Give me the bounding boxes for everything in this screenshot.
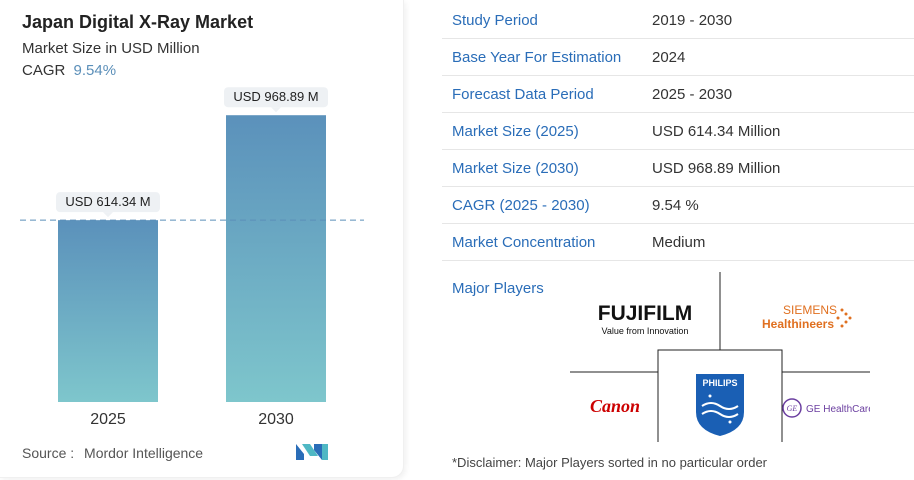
fujifilm-logo: FUJIFILM Value from Innovation (598, 302, 693, 336)
category-label: 2025 (90, 411, 126, 428)
cagr-line: CAGR 9.54% (22, 62, 116, 79)
philips-name: PHILIPS (702, 378, 737, 388)
siemens-name: SIEMENS (783, 303, 837, 317)
ge-monogram-icon (782, 398, 802, 418)
cagr-label: CAGR (22, 62, 66, 79)
chart-title: Japan Digital X-Ray Market (22, 12, 254, 32)
info-label: CAGR (2025 - 2030) (452, 196, 590, 214)
info-label: Market Size (2030) (452, 159, 579, 177)
chart-subtitle: Market Size in USD Million (22, 40, 200, 57)
info-value: USD 614.34 Million (652, 122, 781, 140)
data-label-pointer (103, 212, 113, 218)
siemens-dots-icon (836, 308, 852, 328)
market-info-table: Study Period 2019 - 2030 Base Year For E… (442, 2, 914, 261)
data-label: USD 968.89 M (233, 89, 318, 104)
fujifilm-name: FUJIFILM (598, 302, 693, 325)
data-label-pointer (271, 107, 281, 113)
info-label: Forecast Data Period (452, 85, 594, 103)
info-label: Base Year For Estimation (452, 48, 622, 66)
info-value: Medium (652, 233, 706, 251)
source-name: Mordor Intelligence (84, 445, 204, 461)
info-label: Market Size (2025) (452, 122, 579, 140)
data-label: USD 614.34 M (65, 194, 150, 209)
info-row-study-period: Study Period 2019 - 2030 (442, 2, 914, 39)
bar-2025 (58, 220, 158, 402)
info-label: Market Concentration (452, 233, 596, 251)
disclaimer: *Disclaimer: Major Players sorted in no … (452, 455, 768, 470)
info-value: USD 968.89 Million (652, 159, 781, 177)
mordor-intelligence-logo (296, 444, 328, 460)
divider (657, 349, 783, 442)
ge-healthcare-name: GE HealthCare (806, 404, 870, 415)
info-row-cagr: CAGR (2025 - 2030) 9.54 % (442, 187, 914, 224)
source-label: Source : (22, 445, 75, 461)
info-row-forecast-period: Forecast Data Period 2025 - 2030 (442, 76, 914, 113)
data-label-bg (224, 87, 328, 108)
svg-text:GE: GE (787, 404, 798, 413)
siemens-tagline: Healthineers (762, 317, 834, 331)
ge-healthcare-logo: GE GE HealthCare (782, 398, 870, 418)
info-label: Study Period (452, 11, 538, 29)
bar-2030 (226, 115, 326, 402)
fujifilm-tagline: Value from Innovation (602, 326, 689, 336)
data-label-bg (56, 192, 160, 213)
siemens-healthineers-logo: SIEMENS Healthineers (762, 303, 852, 331)
info-row-base-year: Base Year For Estimation 2024 (442, 39, 914, 76)
info-value: 9.54 % (652, 196, 699, 214)
major-players-logos: FUJIFILM Value from Innovation SIEMENS H… (570, 272, 870, 442)
info-row-market-concentration: Market Concentration Medium (442, 224, 914, 261)
bar-chart: USD 614.34 M 2025 USD 968.89 M 2030 (20, 87, 364, 428)
philips-logo: PHILIPS (696, 374, 744, 436)
canon-logo: Canon (590, 396, 640, 416)
info-value: 2019 - 2030 (652, 11, 733, 29)
source-note: Source : Mordor Intelligence (22, 445, 203, 461)
major-players-label: Major Players (452, 280, 544, 297)
chart-card: USD 614.34 M 2025 USD 968.89 M 2030 Japan D… (0, 0, 404, 478)
info-row-market-size-2025: Market Size (2025) USD 614.34 Million (442, 113, 914, 150)
cagr-value: 9.54% (73, 62, 117, 79)
info-value: 2024 (652, 48, 686, 66)
category-label: 2030 (258, 411, 294, 428)
info-value: 2025 - 2030 (652, 85, 733, 103)
info-row-market-size-2030: Market Size (2030) USD 968.89 Million (442, 150, 914, 187)
